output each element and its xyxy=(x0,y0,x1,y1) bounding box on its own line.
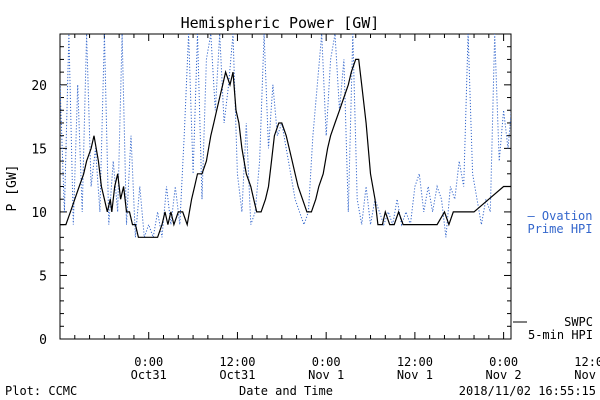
x-tick-label-time: 0:00 xyxy=(489,355,518,369)
x-tick-label-time: 12:00 xyxy=(574,355,600,369)
y-tick-label: 0 xyxy=(39,333,47,348)
plot-frame xyxy=(59,33,512,340)
legend-swpc-line1: SWPC xyxy=(564,315,593,329)
x-tick-label-time: 0:00 xyxy=(312,355,341,369)
x-axis-label: Date and Time xyxy=(239,384,333,398)
legend-ovation-line1: — Ovation xyxy=(527,209,592,223)
y-axis-label: P [GW] xyxy=(5,165,20,212)
y-tick-label: 15 xyxy=(31,142,47,157)
legend-ovation-line2: Prime HPI xyxy=(527,222,592,236)
x-tick-label-date: Nov 1 xyxy=(308,368,344,382)
x-tick-label-time: 0:00 xyxy=(134,355,163,369)
y-tick-label: 5 xyxy=(39,269,47,284)
x-tick-label-date: Oct31 xyxy=(131,368,167,382)
x-tick-label-time: 12:00 xyxy=(397,355,433,369)
footer-timestamp: 2018/11/02 16:55:15 xyxy=(459,384,596,398)
legend-swpc-line2: 5-min HPI xyxy=(528,328,593,342)
y-tick-label: 10 xyxy=(31,206,47,221)
x-tick-label-time: 12:00 xyxy=(219,355,255,369)
y-axis: 0 5 10 15 20 xyxy=(31,33,511,348)
chart-title: Hemispheric Power [GW] xyxy=(181,14,380,32)
x-tick-label-date: Nov 1 xyxy=(397,368,433,382)
y-tick-label: 20 xyxy=(31,79,47,94)
footer-plot-credit: Plot: CCMC xyxy=(5,384,77,398)
legend-ovation: — Ovation Prime HPI xyxy=(527,209,592,236)
x-tick-label-date: Oct31 xyxy=(219,368,255,382)
legend-swpc: SWPC 5-min HPI xyxy=(513,315,593,342)
series-swpc-line xyxy=(60,58,511,238)
x-tick-label-date: Nov 2 xyxy=(574,368,600,382)
x-tick-label-date: Nov 2 xyxy=(486,368,522,382)
